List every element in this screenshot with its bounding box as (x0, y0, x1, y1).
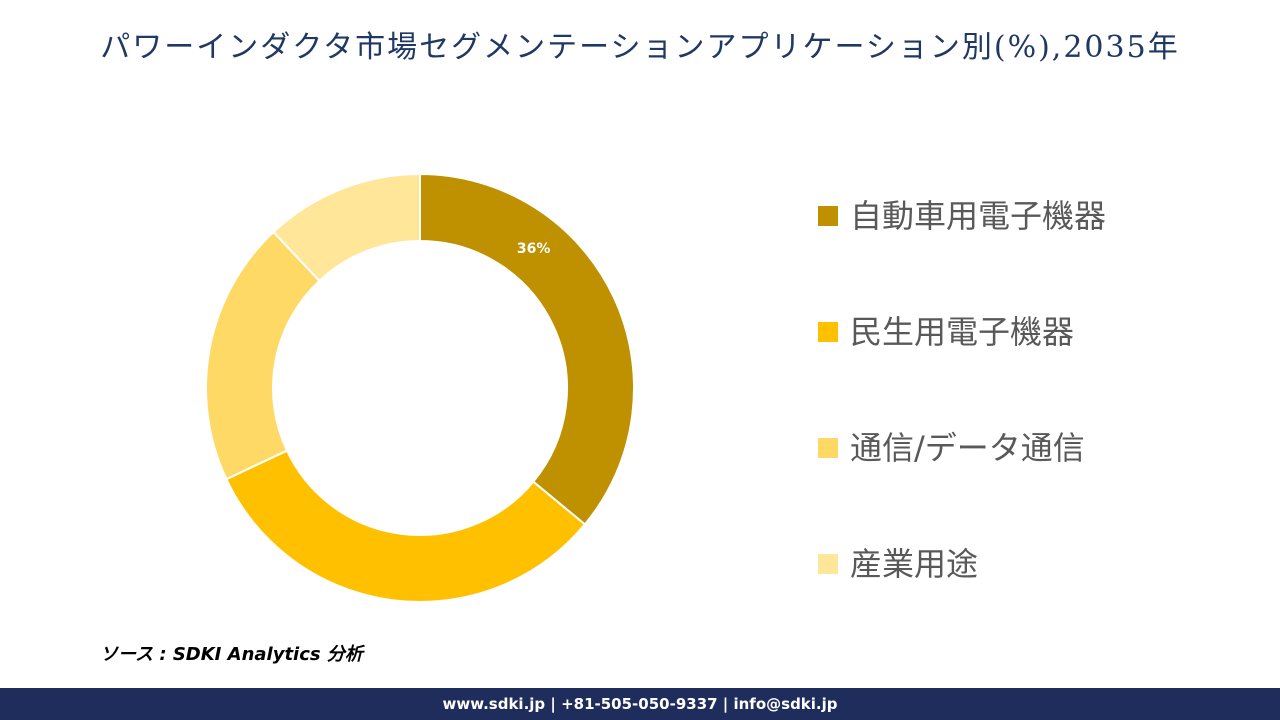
legend-label: 産業用途 (850, 545, 978, 583)
footer: www.sdki.jp | +81-505-050-9337 | info@sd… (442, 695, 837, 714)
legend-swatch (818, 554, 838, 574)
donut: 36% (205, 172, 635, 603)
legend-swatch (818, 322, 838, 342)
donut-segment (225, 449, 587, 603)
footer-bar (0, 688, 1280, 720)
legend-swatch (818, 438, 838, 458)
source: ソース : SDKI Analytics 分析 (100, 644, 366, 665)
data-label: 36% (517, 241, 551, 257)
legend-label: 自動車用電子機器 (850, 197, 1106, 235)
title-box: パワーインダクタ市場セグメンテーションアプリケーション別(%),2035年 (100, 30, 1180, 65)
chart-title: パワーインダクタ市場セグメンテーションアプリケーション別(%),2035年 (100, 30, 1180, 65)
donut-segment (272, 172, 421, 283)
donut-segment (419, 172, 635, 526)
legend-label: 民生用電子機器 (850, 313, 1074, 351)
legend-label: 通信/データ通信 (850, 429, 1085, 467)
donut-segment (205, 230, 321, 481)
legend-swatch (818, 206, 838, 226)
